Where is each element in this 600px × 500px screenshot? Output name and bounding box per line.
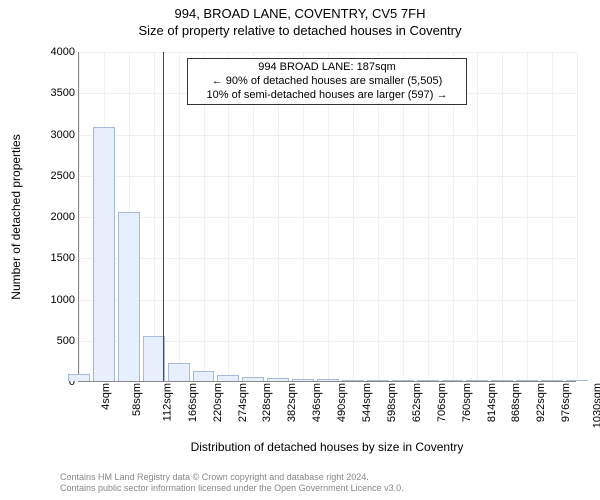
gridline-v: [527, 52, 528, 381]
x-tick-label: 4sqm: [100, 383, 112, 410]
histogram-bar: [566, 380, 588, 381]
y-tick-label: 3000: [51, 129, 79, 141]
footer-line-2: Contains public sector information licen…: [60, 483, 404, 494]
histogram-bar: [118, 212, 140, 381]
footer-line-1: Contains HM Land Registry data © Crown c…: [60, 472, 404, 483]
gridline-v: [502, 52, 503, 381]
histogram-bar: [417, 380, 439, 381]
x-tick-label: 382sqm: [286, 383, 298, 422]
histogram-bar: [392, 380, 414, 381]
histogram-bar: [541, 380, 563, 381]
x-tick-label: 760sqm: [461, 383, 473, 422]
x-tick-label: 814sqm: [486, 383, 498, 422]
gridline-v: [552, 52, 553, 381]
property-marker-line: [163, 52, 164, 381]
annotation-box: 994 BROAD LANE: 187sqm← 90% of detached …: [187, 58, 467, 105]
y-axis-label: Number of detached properties: [9, 134, 23, 299]
x-tick-label: 922sqm: [535, 383, 547, 422]
gridline-v: [179, 52, 180, 381]
x-tick-label: 436sqm: [311, 383, 323, 422]
x-tick-label: 976sqm: [560, 383, 572, 422]
histogram-bar: [442, 380, 464, 381]
x-tick-label: 58sqm: [131, 383, 143, 416]
y-tick-label: 2000: [51, 211, 79, 223]
y-tick-label: 1500: [51, 252, 79, 264]
x-tick-label: 652sqm: [411, 383, 423, 422]
title-line-2: Size of property relative to detached ho…: [0, 23, 600, 40]
annotation-line: ← 90% of detached houses are smaller (5,…: [194, 75, 460, 89]
annotation-line: 10% of semi-detached houses are larger (…: [194, 89, 460, 103]
y-tick-label: 4000: [51, 46, 79, 58]
chart-container: { "layout": { "width": 600, "height": 50…: [0, 0, 600, 500]
histogram-bar: [68, 374, 90, 381]
histogram-bar: [367, 380, 389, 381]
histogram-bar: [168, 363, 190, 381]
title-line-1: 994, BROAD LANE, COVENTRY, CV5 7FH: [0, 6, 600, 23]
histogram-bar: [217, 375, 239, 381]
histogram-bar: [143, 336, 165, 381]
x-tick-label: 220sqm: [212, 383, 224, 422]
y-tick-label: 3500: [51, 87, 79, 99]
x-tick-label: 490sqm: [336, 383, 348, 422]
plot-area: 050010001500200025003000350040004sqm58sq…: [78, 52, 576, 382]
histogram-bar: [342, 380, 364, 381]
histogram-bar: [516, 380, 538, 381]
x-tick-label: 328sqm: [262, 383, 274, 422]
x-tick-label: 166sqm: [187, 383, 199, 422]
histogram-bar: [267, 378, 289, 381]
chart-title: 994, BROAD LANE, COVENTRY, CV5 7FH Size …: [0, 6, 600, 40]
annotation-line: 994 BROAD LANE: 187sqm: [194, 61, 460, 75]
footer-attribution: Contains HM Land Registry data © Crown c…: [60, 472, 404, 495]
y-tick-label: 1000: [51, 294, 79, 306]
histogram-bar: [193, 371, 215, 381]
histogram-bar: [491, 380, 513, 381]
x-tick-label: 112sqm: [161, 383, 173, 421]
x-tick-label: 274sqm: [237, 383, 249, 422]
x-tick-label: 598sqm: [386, 383, 398, 422]
x-tick-label: 868sqm: [511, 383, 523, 422]
histogram-bar: [242, 377, 264, 381]
histogram-bar: [466, 380, 488, 381]
gridline-v: [154, 52, 155, 381]
histogram-bar: [317, 379, 339, 381]
gridline-v: [577, 52, 578, 381]
x-tick-label: 544sqm: [361, 383, 373, 422]
x-tick-label: 1030sqm: [591, 383, 600, 428]
x-tick-label: 706sqm: [436, 383, 448, 422]
histogram-bar: [292, 379, 314, 381]
y-tick-label: 2500: [51, 170, 79, 182]
x-axis-label: Distribution of detached houses by size …: [78, 440, 576, 454]
gridline-v: [79, 52, 80, 381]
gridline-v: [477, 52, 478, 381]
y-tick-label: 500: [57, 335, 79, 347]
histogram-bar: [93, 127, 115, 381]
